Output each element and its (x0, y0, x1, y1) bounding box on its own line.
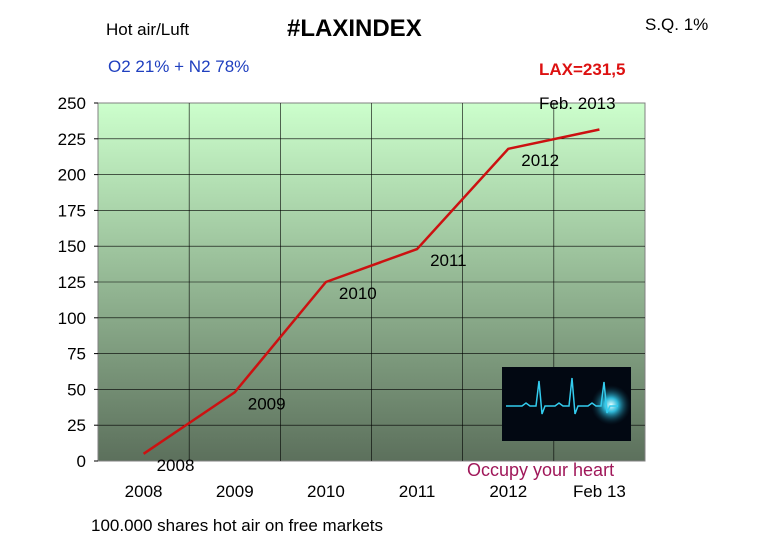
y-tick-label: 100 (58, 309, 86, 328)
subtitle-left: Hot air/Luft (106, 20, 190, 39)
y-axis-ticks: 0 25 50 75 100 125 150 175 200 225 250 (58, 94, 98, 471)
x-tick-label: 2012 (489, 482, 527, 501)
y-tick-label: 200 (58, 166, 86, 185)
footer-note: 100.000 shares hot air on free markets (91, 516, 383, 535)
x-tick-label: Feb 13 (573, 482, 626, 501)
x-tick-label: 2009 (216, 482, 254, 501)
x-tick-label: 2010 (307, 482, 345, 501)
heartbeat-monitor-icon (502, 367, 631, 441)
point-label: 2009 (248, 394, 286, 413)
y-tick-label: 25 (67, 416, 86, 435)
x-tick-label: 2008 (125, 482, 163, 501)
series-line (142, 128, 600, 455)
point-label: 2010 (339, 284, 377, 303)
x-tick-label: 2011 (399, 482, 436, 501)
point-label: 2011 (430, 251, 467, 270)
point-label: 2012 (521, 151, 559, 170)
y-tick-label: 150 (58, 237, 86, 256)
point-labels: 2008 2009 2010 2011 2012 (157, 151, 559, 475)
y-tick-label: 250 (58, 94, 86, 113)
y-tick-label: 225 (58, 130, 86, 149)
y-tick-label: 0 (77, 452, 86, 471)
x-axis-ticks: 2008 2009 2010 2011 2012 Feb 13 (125, 482, 626, 501)
composition-label: O2 21% + N2 78% (108, 57, 250, 76)
y-tick-label: 175 (58, 201, 86, 220)
lax-value-label: LAX=231,5 (539, 60, 626, 79)
y-tick-label: 50 (67, 380, 86, 399)
point-label: 2008 (157, 456, 195, 475)
date-label: Feb. 2013 (539, 94, 616, 113)
y-tick-label: 75 (67, 345, 86, 364)
chart-title: #LAXINDEX (287, 15, 422, 42)
y-tick-label: 125 (58, 273, 86, 292)
inset-caption: Occupy your heart (467, 460, 615, 480)
top-right-label: S.Q. 1% (645, 15, 709, 34)
